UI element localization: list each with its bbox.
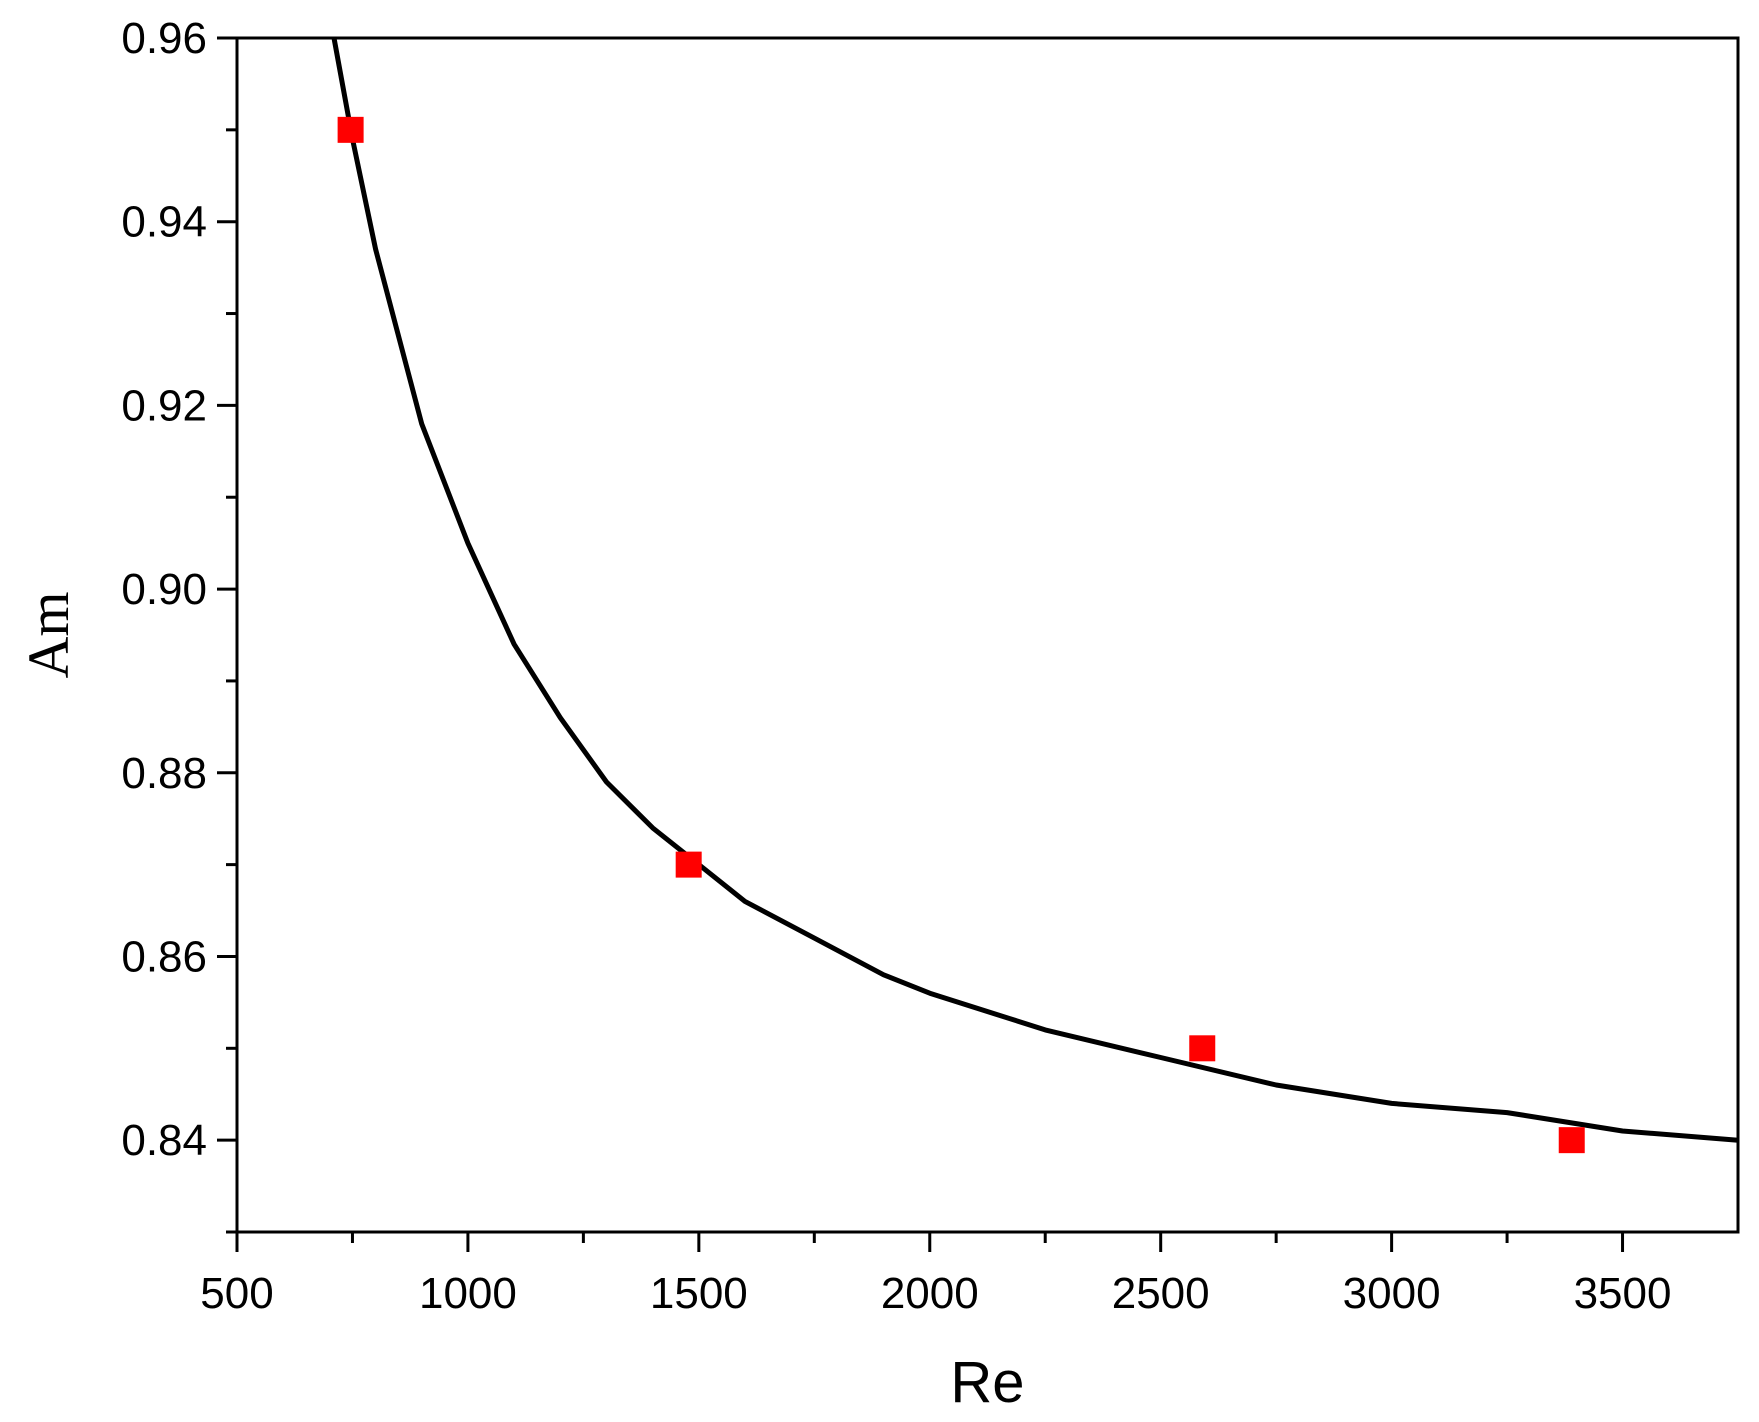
x-ticks xyxy=(235,1232,1625,1252)
data-point xyxy=(1189,1035,1216,1062)
y-tick-label: 0.96 xyxy=(121,14,207,63)
plot-content xyxy=(331,37,1739,1154)
y-tick-label: 0.86 xyxy=(121,932,207,981)
x-tick-label: 3000 xyxy=(1343,1269,1441,1318)
data-point xyxy=(1558,1127,1585,1154)
y-tick-label: 0.88 xyxy=(121,749,207,798)
x-axis-title: Re xyxy=(950,1350,1024,1415)
x-tick-label: 2000 xyxy=(881,1269,979,1318)
y-axis-title: Am xyxy=(16,592,81,679)
x-tick-label: 1000 xyxy=(419,1269,517,1318)
fit-curve xyxy=(331,37,1739,1143)
y-ticks xyxy=(217,36,237,1234)
x-tick-label: 3500 xyxy=(1574,1269,1672,1318)
data-point xyxy=(675,851,702,878)
y-tick-labels: 0.84 0.86 0.88 0.90 0.92 0.94 0.96 xyxy=(121,14,207,1165)
x-tick-label: 1500 xyxy=(650,1269,748,1318)
x-tick-labels: 500 1000 1500 2000 2500 3000 3500 xyxy=(200,1269,1671,1318)
y-tick-label: 0.90 xyxy=(121,565,207,614)
x-tick-label: 2500 xyxy=(1112,1269,1210,1318)
y-tick-label: 0.92 xyxy=(121,381,207,430)
plot-frame xyxy=(235,36,1740,1234)
data-point xyxy=(337,116,364,143)
x-tick-label: 500 xyxy=(200,1269,273,1318)
y-tick-label: 0.84 xyxy=(121,1116,207,1165)
y-tick-label: 0.94 xyxy=(121,198,207,247)
